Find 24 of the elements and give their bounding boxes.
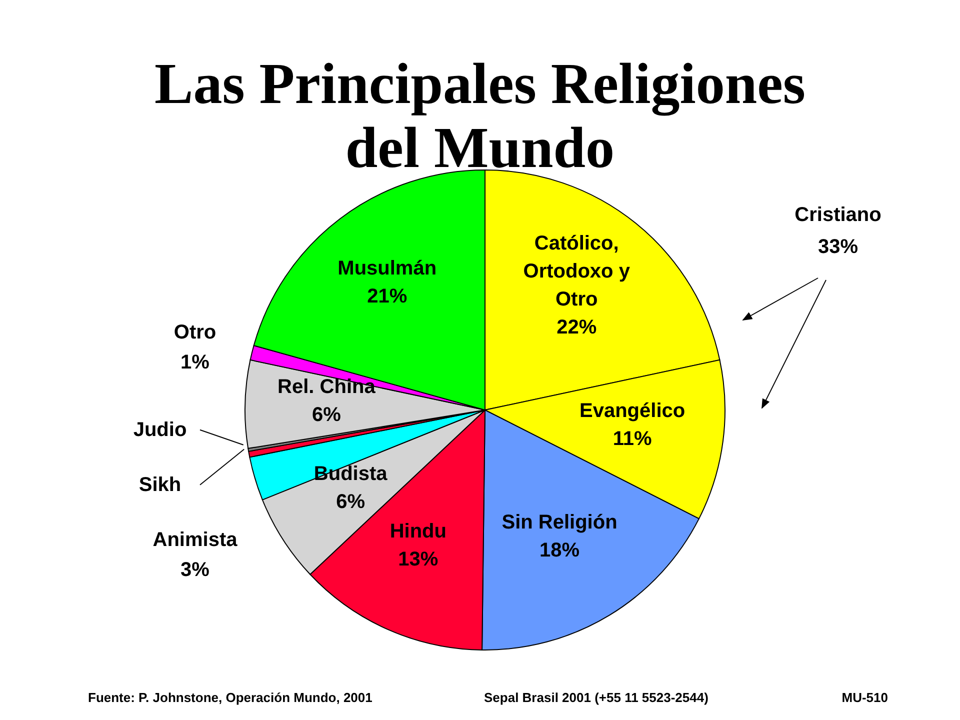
slice-label: Otro <box>174 322 216 344</box>
data-label: 6% <box>312 404 342 426</box>
slice-label: Musulmán <box>338 258 437 280</box>
slice-label: Animista <box>152 528 238 551</box>
data-label: 18% <box>540 539 580 562</box>
data-label: 13% <box>398 548 438 571</box>
source-note: Fuente: P. Johnstone, Operación Mundo, 2001 <box>88 690 372 705</box>
data-label: 22% <box>556 316 597 339</box>
chart-title: Las Principales Religiones del Mundo <box>154 51 806 180</box>
slice-label: Sikh <box>138 474 182 496</box>
slice-label: Hindu <box>390 520 446 543</box>
slice-label: Evangélico <box>580 400 686 422</box>
data-label: 3% <box>180 558 210 581</box>
slice-label: Sin Religión <box>502 511 618 534</box>
slice-label: Rel. China <box>278 376 376 398</box>
data-label: 11% <box>612 428 652 450</box>
text: Sepal Brasil 2001 (+55 11 5523-2544) <box>484 690 708 705</box>
slice-label: Judio <box>133 418 187 441</box>
data-label: 1% <box>180 352 210 374</box>
text: Cristiano 33% <box>794 204 882 258</box>
data-label: 6% <box>336 490 366 513</box>
data-label: 21% <box>367 286 408 308</box>
text: MU-510 <box>842 690 888 705</box>
slice-label: Católico, Ortodoxo y Otro <box>523 232 631 311</box>
